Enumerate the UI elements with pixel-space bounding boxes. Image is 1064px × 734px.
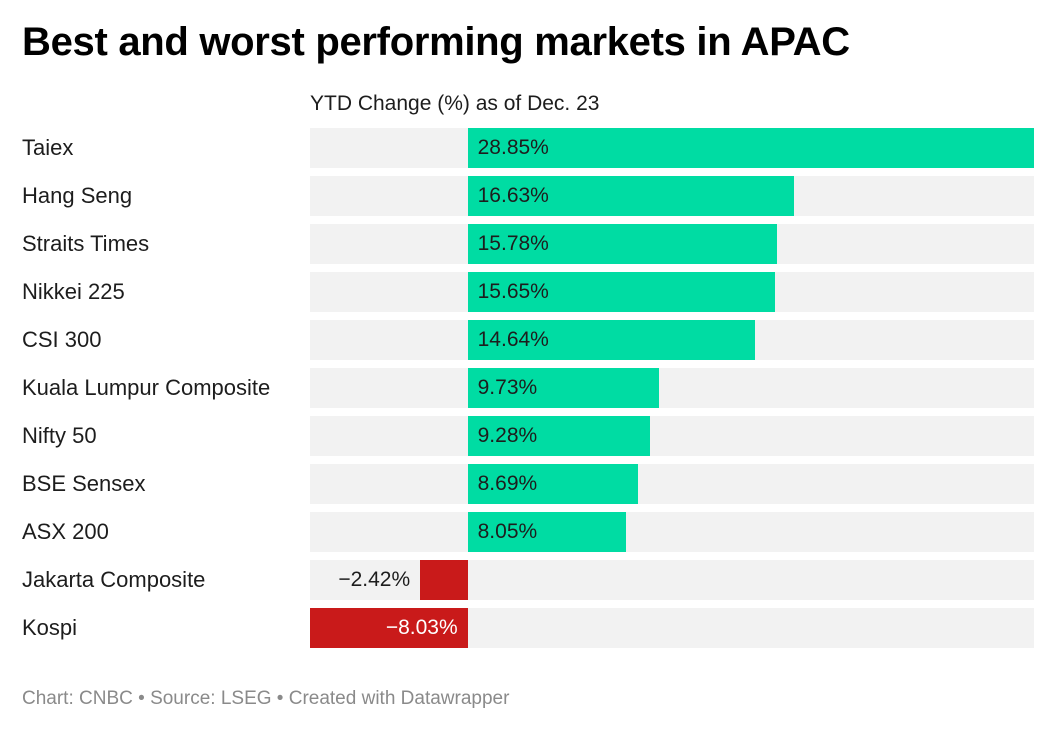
category-label: Nifty 50 xyxy=(22,423,97,448)
bar-row: Jakarta Composite −2.42% xyxy=(0,560,1064,600)
value-label: 14.64% xyxy=(477,328,549,351)
column-header: YTD Change (%) as of Dec. 23 xyxy=(310,92,600,115)
chart-title: Best and worst performing markets in APA… xyxy=(22,20,850,64)
bar-track xyxy=(310,560,1034,600)
value-label: 9.73% xyxy=(477,376,538,399)
category-label: Taiex xyxy=(22,135,74,160)
positive-bar xyxy=(467,224,778,264)
value-label: 8.69% xyxy=(477,472,538,495)
positive-bar xyxy=(467,368,659,408)
bar-track xyxy=(310,464,1034,504)
category-label: Nikkei 225 xyxy=(22,279,125,304)
bar-track xyxy=(310,416,1034,456)
value-label: −2.42% xyxy=(338,568,411,591)
positive-bar xyxy=(467,176,795,216)
value-label: −8.03% xyxy=(385,616,458,639)
bar-row: Taiex 28.85% xyxy=(0,128,1064,168)
chart-footer: Chart: CNBC • Source: LSEG • Created wit… xyxy=(22,688,510,709)
value-label: 28.85% xyxy=(477,136,549,159)
category-label: Straits Times xyxy=(22,231,150,256)
category-label: BSE Sensex xyxy=(22,471,146,496)
value-label: 9.28% xyxy=(477,424,538,447)
bar-row: ASX 200 8.05% xyxy=(0,512,1064,552)
negative-bar xyxy=(310,608,468,648)
bar-row: Hang Seng 16.63% xyxy=(0,176,1064,216)
value-label: 15.65% xyxy=(477,280,549,303)
value-label: 15.78% xyxy=(477,232,549,255)
negative-bar xyxy=(420,560,468,600)
bar-row: Nifty 50 9.28% xyxy=(0,416,1064,456)
category-label: Kospi xyxy=(22,615,78,640)
value-label: 16.63% xyxy=(477,184,549,207)
bar-track xyxy=(310,512,1034,552)
positive-bar xyxy=(467,464,639,504)
category-label: Jakarta Composite xyxy=(22,567,206,592)
positive-bar xyxy=(467,320,756,360)
category-label: Kuala Lumpur Composite xyxy=(22,375,271,400)
category-label: CSI 300 xyxy=(22,327,102,352)
bar-row: Kuala Lumpur Composite 9.73% xyxy=(0,368,1064,408)
category-label: ASX 200 xyxy=(22,519,109,544)
bar-row: Kospi −8.03% xyxy=(0,608,1064,648)
bar-row: Straits Times 15.78% xyxy=(0,224,1064,264)
bar-chart: Taiex 28.85% Hang Seng 16.63% Straits Times 1… xyxy=(0,128,1064,648)
positive-bar xyxy=(467,512,626,552)
value-label: 8.05% xyxy=(477,520,538,543)
positive-bar xyxy=(467,416,650,456)
bar-row: BSE Sensex 8.69% xyxy=(0,464,1064,504)
bar-track xyxy=(310,368,1034,408)
bar-row: Nikkei 225 15.65% xyxy=(0,272,1064,312)
category-label: Hang Seng xyxy=(22,183,133,208)
positive-bar xyxy=(467,128,1034,168)
bar-row: CSI 300 14.64% xyxy=(0,320,1064,360)
positive-bar xyxy=(467,272,775,312)
